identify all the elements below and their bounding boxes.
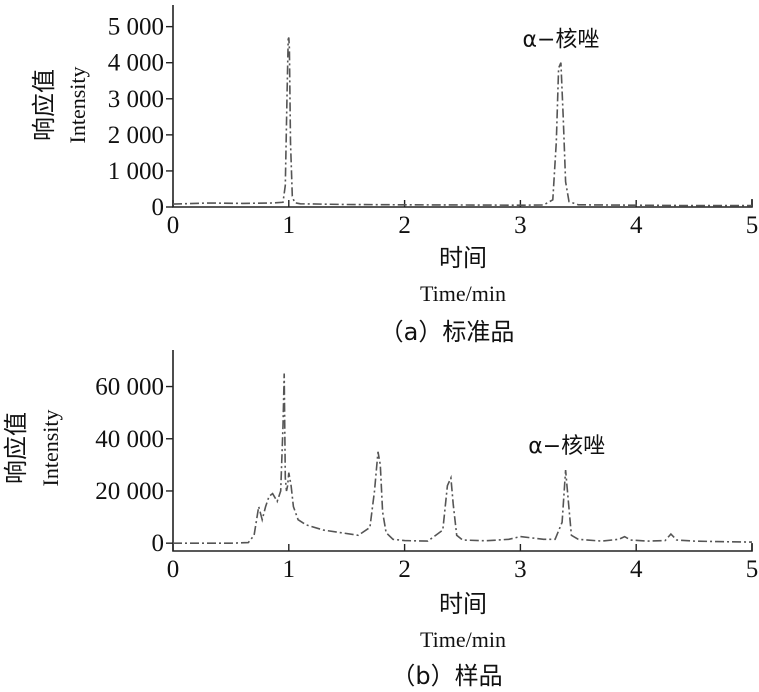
x-tick-label: 4 <box>630 556 643 583</box>
x-tick-label: 3 <box>514 556 527 583</box>
plot-frame <box>172 350 753 552</box>
axis-ticks <box>166 385 753 551</box>
x-tick-label: 3 <box>514 212 527 239</box>
x-axis-label-en: Time/min <box>420 627 506 652</box>
x-tick-labels: 0 1 2 3 4 5 <box>167 212 759 239</box>
x-tick-label: 1 <box>283 556 296 583</box>
y-axis-label-en: Intensity <box>65 67 90 144</box>
x-tick-label: 2 <box>398 556 411 583</box>
x-tick-label: 4 <box>630 212 643 239</box>
y-tick-label: 1 000 <box>108 158 164 185</box>
y-tick-label: 20 000 <box>95 478 164 505</box>
panel-caption: （a）标准品 <box>380 318 515 346</box>
peak-annotation: α−核唑 <box>528 434 605 459</box>
x-axis-label-en: Time/min <box>420 281 506 306</box>
y-tick-label: 0 <box>152 530 165 557</box>
plot-frame <box>172 5 753 208</box>
panel-caption: （b）样品 <box>391 662 502 690</box>
y-tick-label: 4 000 <box>108 50 164 77</box>
y-tick-labels: 0 20 000 40 000 60 000 <box>95 374 164 558</box>
x-tick-label: 2 <box>398 212 411 239</box>
series-line <box>172 37 752 207</box>
x-tick-label: 1 <box>283 212 296 239</box>
y-tick-label: 5 000 <box>108 14 164 41</box>
y-tick-label: 40 000 <box>95 426 164 453</box>
y-tick-label: 2 000 <box>108 122 164 149</box>
x-tick-label: 5 <box>746 212 759 239</box>
x-tick-label: 0 <box>167 212 180 239</box>
x-axis-label-cn: 时间 <box>439 590 487 618</box>
series-line <box>173 373 753 544</box>
x-tick-labels: 0 1 2 3 4 5 <box>167 556 759 583</box>
y-tick-label: 0 <box>152 194 165 221</box>
y-axis-label-cn: 响应值 <box>2 412 30 484</box>
y-tick-label: 3 000 <box>108 86 164 113</box>
y-axis-label-en: Intensity <box>38 410 63 487</box>
peak-annotation: α−核唑 <box>522 27 599 52</box>
x-tick-label: 0 <box>167 556 180 583</box>
x-axis-label-cn: 时间 <box>439 244 487 272</box>
y-axis-label-cn: 响应值 <box>30 69 58 141</box>
y-tick-labels: 0 1 000 2 000 3 000 4 000 5 000 <box>108 14 164 221</box>
axis-ticks <box>166 25 753 208</box>
chart-panel-b: 响应值 Intensity 0 20 000 40 000 60 000 0 1 2 3 4 5… <box>2 350 758 690</box>
y-tick-label: 60 000 <box>95 374 164 401</box>
x-tick-label: 5 <box>746 556 759 583</box>
